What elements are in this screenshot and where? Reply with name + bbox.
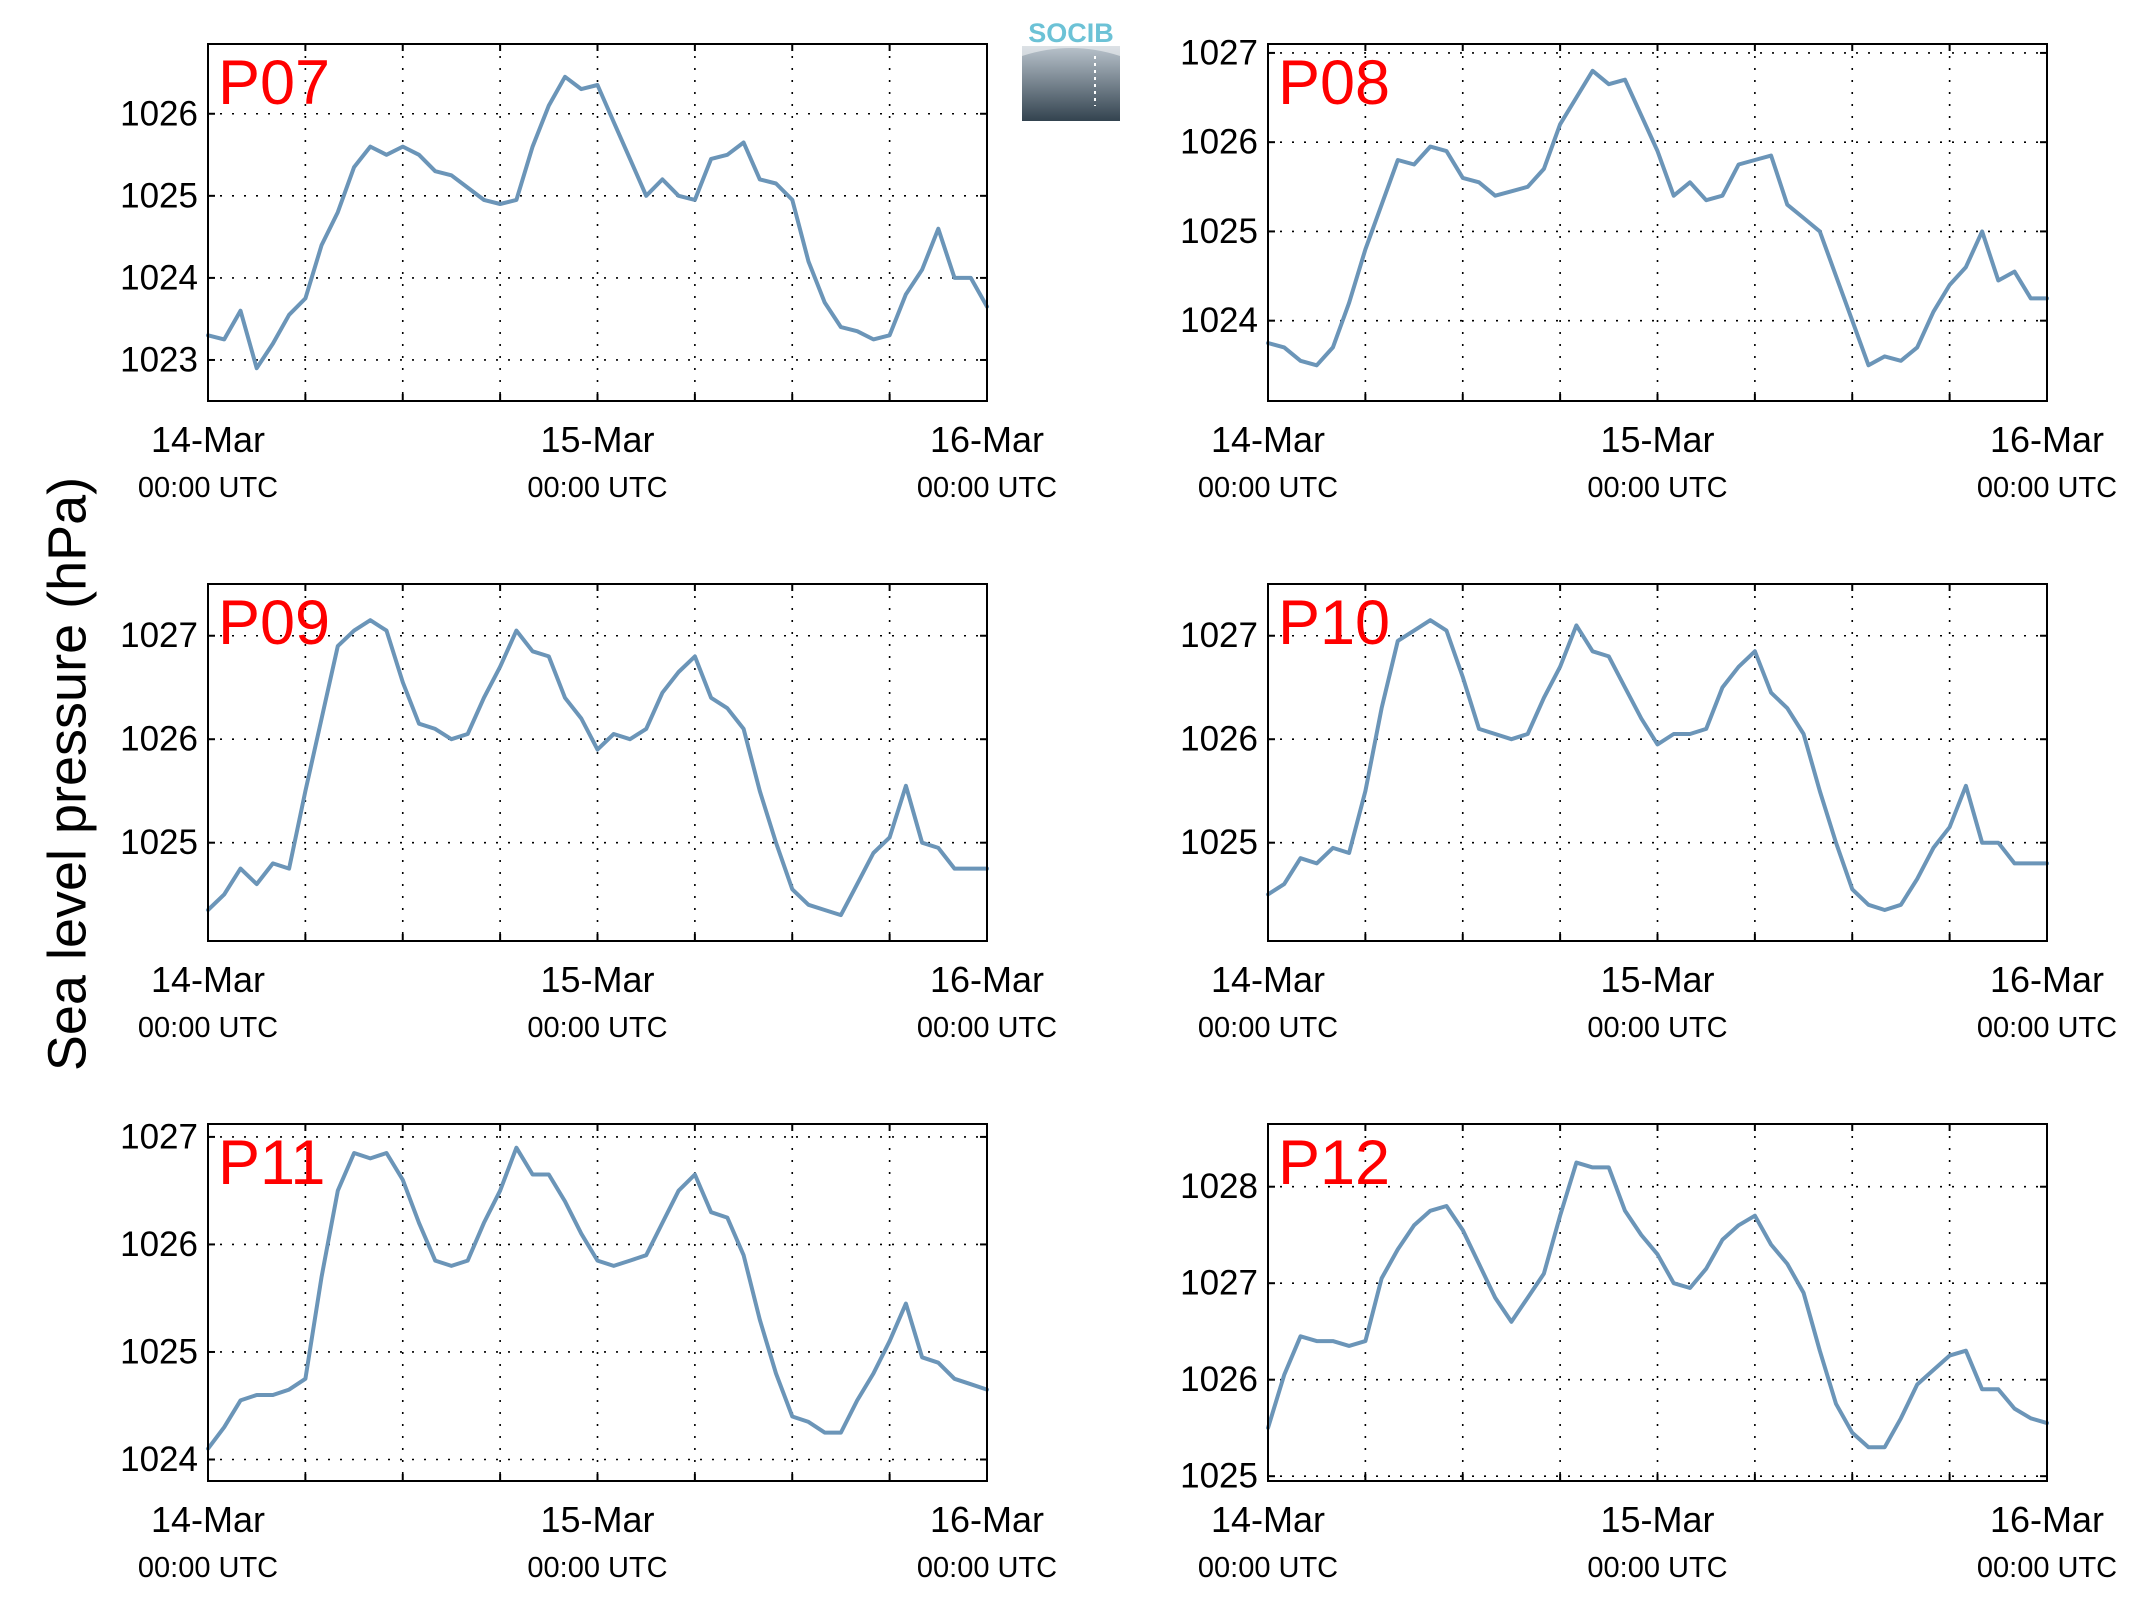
logo-wave (1022, 46, 1120, 56)
x-tick-label-date: 16-Mar (1990, 419, 2104, 460)
x-tick-label-time: 00:00 UTC (527, 1552, 667, 1584)
x-tick-label-date: 14-Mar (1211, 419, 1325, 460)
panel-label: P09 (218, 588, 330, 658)
y-axis-label: Sea level pressure (hPa) (37, 477, 97, 1071)
y-tick-label: 1025 (1180, 1457, 1258, 1496)
x-tick-label-date: 15-Mar (1600, 959, 1714, 1000)
x-tick-label-date: 14-Mar (151, 1499, 265, 1540)
x-tick-label-date: 16-Mar (930, 959, 1044, 1000)
x-tick-label-time: 00:00 UTC (1587, 1552, 1727, 1584)
y-tick-label: 1024 (120, 258, 198, 297)
x-tick-label-date: 14-Mar (1211, 959, 1325, 1000)
x-tick-label-time: 00:00 UTC (1977, 1552, 2117, 1584)
x-tick-label-time: 00:00 UTC (1587, 472, 1727, 504)
x-tick-label-date: 15-Mar (540, 419, 654, 460)
panel-p08: 1024 1025 1026 1027 14-Mar 00:00 UTC 15-Mar 00:… (1180, 33, 2117, 504)
x-tick-label-time: 00:00 UTC (1198, 1012, 1338, 1044)
y-tick-label: 1026 (120, 1225, 198, 1264)
x-tick-label-time: 00:00 UTC (1198, 472, 1338, 504)
x-tick-label-time: 00:00 UTC (138, 472, 278, 504)
x-tick-label-date: 14-Mar (151, 959, 265, 1000)
x-tick-label-date: 14-Mar (151, 419, 265, 460)
x-tick-label-date: 16-Mar (930, 1499, 1044, 1540)
panel-label: P11 (218, 1128, 325, 1198)
panel-p12: 1025 1026 1027 1028 14-Mar 00:00 UTC 15-Mar 00:… (1180, 1123, 2117, 1584)
series-line (1266, 1160, 2049, 1450)
x-tick-label-date: 16-Mar (1990, 1499, 2104, 1540)
y-tick-label: 1026 (1180, 1360, 1258, 1399)
series-line (1266, 618, 2049, 912)
panel-p07: 1023 1024 1025 1026 14-Mar 00:00 UTC 15-Mar 00:… (120, 43, 1057, 504)
y-tick-label: 1026 (1180, 720, 1258, 759)
y-tick-label: 1027 (120, 616, 198, 655)
y-tick-label: 1025 (120, 823, 198, 862)
panel-label: P10 (1278, 588, 1390, 658)
x-tick-label-date: 15-Mar (540, 1499, 654, 1540)
panel-label: P12 (1278, 1128, 1390, 1198)
panels: 1023 1024 1025 1026 14-Mar 00:00 UTC 15-Mar 00:… (120, 33, 2117, 1584)
panel-p10: 1025 1026 1027 14-Mar 00:00 UTC 15-Mar 00:00 U… (1180, 583, 2117, 1044)
series-line (1266, 68, 2049, 368)
logo-tile (1022, 46, 1120, 121)
y-tick-label: 1026 (1180, 123, 1258, 162)
x-tick-label-time: 00:00 UTC (917, 1552, 1057, 1584)
y-tick-label: 1026 (120, 720, 198, 759)
panel-p11: 1024 1025 1026 1027 14-Mar 00:00 UTC 15-Mar 00:… (120, 1117, 1057, 1584)
x-tick-label-date: 14-Mar (1211, 1499, 1325, 1540)
x-tick-label-time: 00:00 UTC (1977, 1012, 2117, 1044)
x-tick-label-date: 16-Mar (1990, 959, 2104, 1000)
socib-logo: SOCIB (1022, 18, 1120, 121)
y-tick-label: 1027 (1180, 1264, 1258, 1303)
y-tick-label: 1027 (120, 1117, 198, 1156)
x-tick-label-time: 00:00 UTC (1198, 1552, 1338, 1584)
logo-text: SOCIB (1028, 18, 1114, 48)
y-tick-label: 1024 (1180, 301, 1258, 340)
y-tick-label: 1027 (1180, 33, 1258, 72)
y-tick-label: 1025 (120, 1332, 198, 1371)
x-tick-label-time: 00:00 UTC (527, 472, 667, 504)
panel-p09: 1025 1026 1027 14-Mar 00:00 UTC 15-Mar 00:00 U… (120, 583, 1057, 1044)
x-tick-label-date: 15-Mar (540, 959, 654, 1000)
series-line (206, 74, 989, 371)
x-tick-label-date: 15-Mar (1600, 1499, 1714, 1540)
y-tick-label: 1023 (120, 340, 198, 379)
y-tick-label: 1025 (1180, 823, 1258, 862)
series-line (206, 618, 989, 918)
x-tick-label-date: 15-Mar (1600, 419, 1714, 460)
y-tick-label: 1025 (120, 176, 198, 215)
x-tick-label-time: 00:00 UTC (917, 1012, 1057, 1044)
x-tick-label-time: 00:00 UTC (138, 1012, 278, 1044)
x-tick-label-time: 00:00 UTC (138, 1552, 278, 1584)
x-tick-label-time: 00:00 UTC (1977, 472, 2117, 504)
series-line (206, 1145, 989, 1451)
x-tick-label-time: 00:00 UTC (527, 1012, 667, 1044)
panel-label: P07 (218, 48, 330, 118)
panel-label: P08 (1278, 48, 1390, 118)
y-tick-label: 1024 (120, 1440, 198, 1479)
y-tick-label: 1027 (1180, 616, 1258, 655)
x-tick-label-time: 00:00 UTC (1587, 1012, 1727, 1044)
x-tick-label-date: 16-Mar (930, 419, 1044, 460)
x-tick-label-time: 00:00 UTC (917, 472, 1057, 504)
y-tick-label: 1026 (120, 94, 198, 133)
y-tick-label: 1025 (1180, 212, 1258, 251)
y-tick-label: 1028 (1180, 1167, 1258, 1206)
